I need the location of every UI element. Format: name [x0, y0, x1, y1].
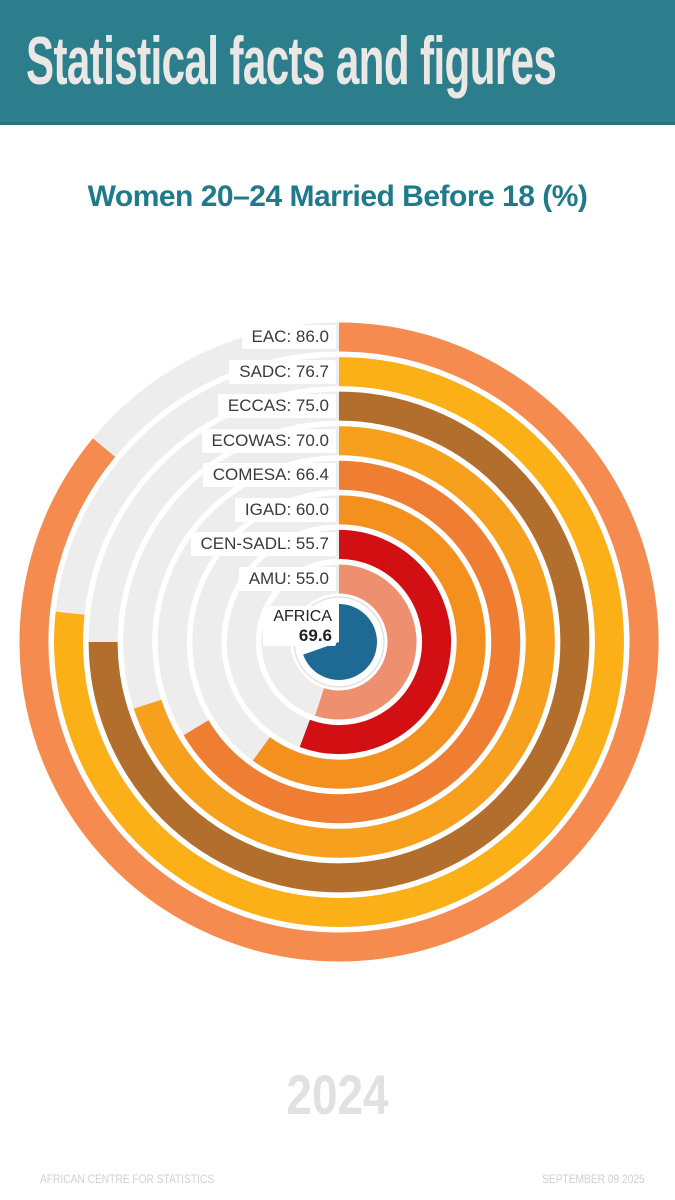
center-label-name: AFRICA: [273, 608, 332, 625]
ring-label-ECOWAS: ECOWAS: 70.0: [201, 428, 336, 453]
ring-arc-AMU: [315, 564, 417, 720]
ring-arc-COMESA: [183, 460, 521, 824]
footer-source: AFRICAN CENTRE FOR STATISTICS: [40, 1172, 215, 1186]
year-watermark: 2024: [286, 1063, 389, 1126]
ring-label-COMESA: COMESA: 66.4: [202, 463, 336, 488]
ring-label-ECCAS: ECCAS: 75.0: [217, 394, 336, 419]
ring-arc-SADC: [54, 357, 624, 927]
center-label: AFRICA 69.6: [263, 606, 336, 646]
center-pie-AFRICA: [303, 604, 378, 680]
header-banner: Statistical facts and figures: [0, 0, 675, 125]
ring-label-CEN-SADL: CEN-SADL: 55.7: [190, 532, 336, 557]
center-label-value: 69.6: [298, 626, 332, 645]
ring-label-AMU: AMU: 55.0: [238, 567, 336, 591]
page-title: Women 20–24 Married Before 18 (%): [87, 180, 588, 213]
ring-arc-IGAD: [252, 495, 486, 789]
ring-label-SADC: SADC: 76.7: [229, 359, 336, 384]
ring-arc-ECCAS: [88, 391, 590, 893]
ring-arc-ECOWAS: [133, 426, 555, 858]
ring-arc-CEN-SADL: [299, 529, 452, 755]
ring-label-EAC: EAC: 86.0: [241, 325, 336, 349]
ring-label-IGAD: IGAD: 60.0: [234, 497, 336, 522]
header-title: Statistical facts and figures: [26, 23, 557, 99]
footer-date: SEPTEMBER 09 2025: [542, 1172, 645, 1186]
ring-arc-EAC: [19, 322, 659, 962]
